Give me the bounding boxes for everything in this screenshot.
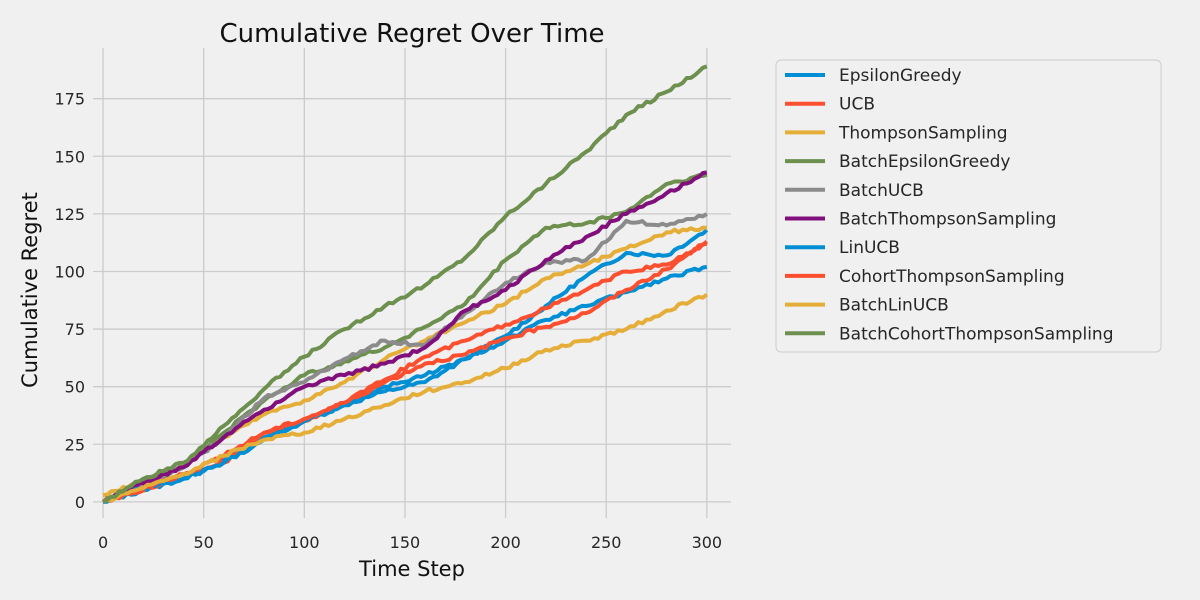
y-tick-label: 25 (65, 435, 85, 454)
y-tick-label: 75 (65, 320, 85, 339)
x-axis-label: Time Step (358, 557, 465, 581)
legend-label: BatchCohortThompsonSampling (839, 324, 1113, 344)
legend-label: CohortThompsonSampling (839, 267, 1065, 287)
chart-title: Cumulative Regret Over Time (219, 19, 604, 49)
legend-frame (775, 59, 1162, 353)
x-tick-label: 300 (692, 533, 723, 552)
legend-label: BatchUCB (839, 181, 924, 201)
y-tick-label: 100 (54, 262, 85, 281)
y-tick-label: 175 (54, 90, 85, 109)
y-tick-label: 50 (65, 378, 85, 397)
legend-label: LinUCB (839, 238, 900, 258)
x-tick-label: 0 (98, 533, 108, 552)
legend-label: BatchEpsilonGreedy (839, 152, 1010, 172)
y-axis-label: Cumulative Regret (18, 192, 42, 388)
legend-label: UCB (839, 95, 875, 115)
x-tick-label: 200 (490, 533, 521, 552)
x-tick-label: 100 (289, 533, 320, 552)
series-line-batchthompsonsampling (102, 170, 708, 504)
x-tick-label: 250 (591, 533, 622, 552)
legend-label: BatchThompsonSampling (839, 210, 1056, 230)
series-line-linucb (103, 264, 708, 504)
y-tick-label: 125 (54, 205, 85, 224)
x-tick-label: 150 (390, 533, 421, 552)
series-line-batchlinucb (102, 292, 709, 504)
tick-labels: 0 50 100 150 200 250 300 0 25 50 75 100 125 150 175 (54, 90, 722, 552)
y-tick-label: 0 (75, 493, 85, 512)
series-lines (101, 64, 709, 504)
y-tick-label: 150 (54, 147, 85, 166)
legend: EpsilonGreedy UCB ThompsonSampling BatchEps… (775, 59, 1162, 353)
legend-label: EpsilonGreedy (839, 66, 962, 86)
series-line-batchcohortthompsonsampling (102, 64, 708, 504)
legend-label: ThompsonSampling (838, 123, 1008, 143)
legend-label: BatchLinUCB (839, 296, 949, 316)
x-tick-label: 50 (194, 533, 214, 552)
